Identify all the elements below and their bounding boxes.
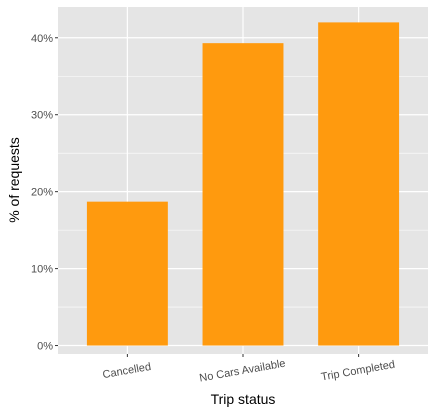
y-axis-ticks: 0% 10% 20% 30% 40% bbox=[31, 33, 58, 353]
x-tick-label: No Cars Available bbox=[198, 358, 286, 385]
x-tick-label: Trip Completed bbox=[320, 359, 396, 384]
x-axis-ticks: Cancelled No Cars Available Trip Completed bbox=[102, 354, 396, 385]
x-tick-label: Cancelled bbox=[102, 361, 152, 381]
bar-trip-completed bbox=[318, 22, 400, 346]
bar-no-cars-available bbox=[202, 43, 284, 346]
y-tick-label: 30% bbox=[31, 110, 53, 122]
y-axis-title: % of requests bbox=[6, 137, 22, 223]
bars bbox=[86, 22, 400, 346]
bar-cancelled bbox=[86, 201, 168, 346]
x-axis-title: Trip status bbox=[211, 391, 276, 407]
y-tick-label: 0% bbox=[37, 341, 53, 353]
y-tick-label: 40% bbox=[31, 33, 53, 45]
y-tick-label: 10% bbox=[31, 264, 53, 276]
y-tick-label: 20% bbox=[31, 187, 53, 199]
